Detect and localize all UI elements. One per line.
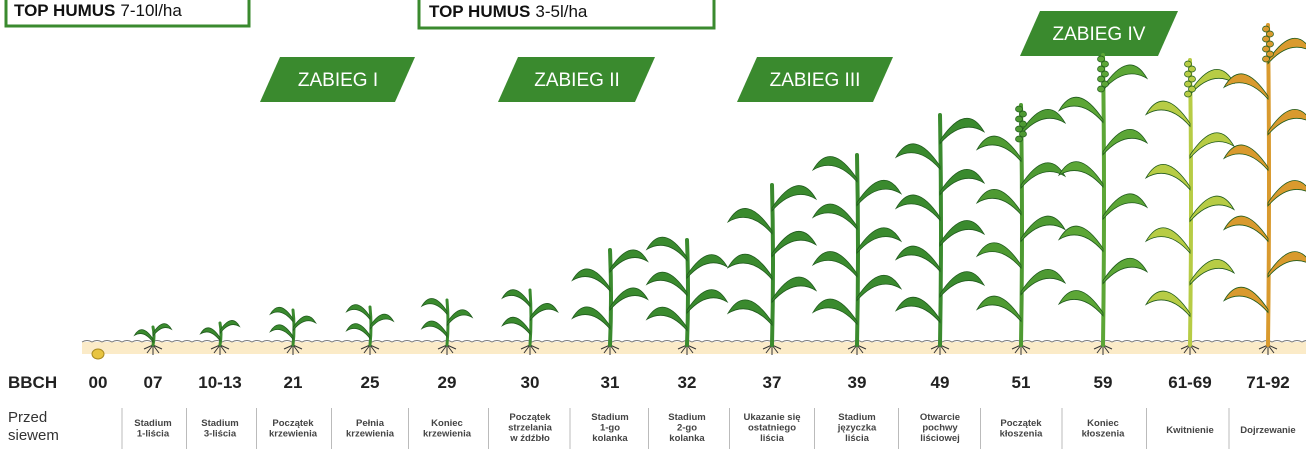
stage-description: Koniec [431,418,463,429]
bbch-code: 30 [521,373,540,392]
bbch-code: 21 [284,373,303,392]
bbch-code: 31 [601,373,620,392]
stage-description: Otwarcie [920,412,960,423]
stage-description: Ukazanie się [743,412,800,423]
bbch-code: 25 [361,373,380,392]
stage-description: Początek [509,412,551,423]
stage-description: 3-liścia [204,429,237,440]
stage-description: liścia [845,433,869,444]
dose: 3-5l/ha [535,2,588,21]
seed [92,349,104,359]
ear-grain [1016,136,1023,142]
stem [610,250,611,345]
ear-grain [1098,86,1105,92]
stage-description: Stadium [668,412,705,423]
bbch-code: 59 [1094,373,1113,392]
bbch-code: 61-69 [1168,373,1211,392]
stage-description: pochwy [922,423,958,434]
stage-description: krzewienia [269,429,318,440]
stage-description: w źdźbło [509,433,550,444]
product: TOP HUMUS [14,1,115,20]
bbch-code: 39 [848,373,867,392]
treatment-label: ZABIEG III [770,70,861,91]
stage-description: Początek [272,418,314,429]
bbch-code: 71-92 [1246,373,1289,392]
stem [220,323,221,345]
ear-grain [1185,91,1192,97]
stage-description: siewem [8,427,59,444]
bbch-code: 00 [89,373,108,392]
stage-description: Stadium [838,412,875,423]
bbch-code: 32 [678,373,697,392]
bbch-code: 49 [931,373,950,392]
stem [1268,25,1269,345]
stage-description: liściowej [920,433,960,444]
ear-grain [1263,56,1270,62]
stage-description: Kwitnienie [1166,425,1214,436]
stage-description: strzelania [508,423,553,434]
stage-description: 1-go [600,423,620,434]
stage-description: Przed [8,409,47,426]
stage-description: 2-go [677,423,697,434]
stem [1103,55,1104,345]
stage-description: Początek [1000,418,1042,429]
infographic: TOP HUMUS 7-10l/ha TOP HUMUS 3-5l/ha ZABIE… [0,0,1306,449]
treatment-label: ZABIEG I [298,70,378,91]
treatment-label: ZABIEG IV [1053,24,1146,45]
bbch-code: 29 [438,373,457,392]
stage-description: języczka [837,423,877,434]
stage-description: krzewienia [346,429,395,440]
treatment-label: ZABIEG II [534,70,620,91]
scale-label: BBCH [8,373,57,392]
stage-description: Dojrzewanie [1240,425,1295,436]
bbch-code: 37 [763,373,782,392]
stem [1190,60,1191,345]
product: TOP HUMUS [429,2,530,21]
stage-description: liścia [760,433,784,444]
dose-text: TOP HUMUS 3-5l/ha [429,2,588,21]
stage-description: Stadium [134,418,171,429]
stage-description: Koniec [1087,418,1119,429]
stage-description: Stadium [591,412,628,423]
page: TOP HUMUS 7-10l/ha TOP HUMUS 3-5l/ha ZABIE… [0,0,1306,449]
stage-description: Pełnia [356,418,385,429]
stage-description: kolanka [592,433,628,444]
stage-description: kolanka [669,433,705,444]
dose: 7-10l/ha [120,1,182,20]
stage-description: krzewienia [423,429,472,440]
bbch-code: 07 [144,373,163,392]
stage-description: ostatniego [748,423,796,434]
stage-description: kłoszenia [1000,429,1043,440]
bbch-code: 51 [1012,373,1031,392]
dose-text: TOP HUMUS 7-10l/ha [14,1,182,20]
stage-description: Stadium [201,418,238,429]
bbch-code: 10-13 [198,373,241,392]
stage-description: kłoszenia [1082,429,1125,440]
stem [940,115,941,345]
stage-description: 1-liścia [137,429,170,440]
